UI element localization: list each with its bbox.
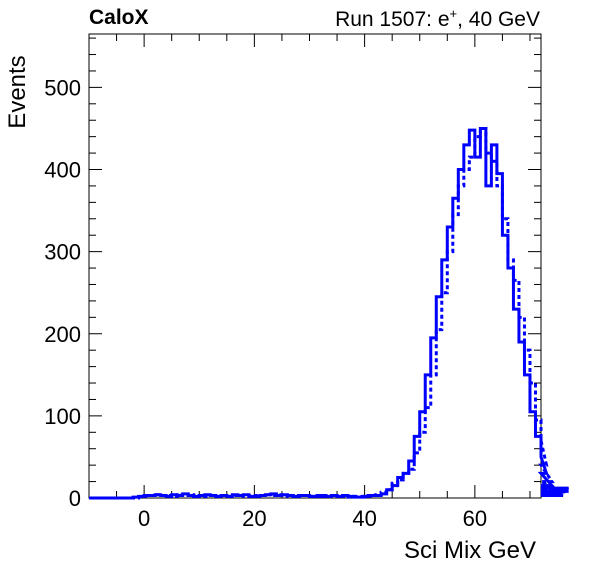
histogram-dotted-series xyxy=(89,126,569,500)
x-tick-label: 20 xyxy=(242,506,266,531)
y-tick-label: 100 xyxy=(44,404,81,429)
y-axis-label: Events xyxy=(4,55,31,129)
y-tick-label: 200 xyxy=(44,322,81,347)
y-tick-label: 300 xyxy=(44,240,81,265)
x-tick-label: 40 xyxy=(352,506,376,531)
x-axis-label: Sci Mix GeV xyxy=(403,537,536,564)
run-label-suffix: , 40 GeV xyxy=(457,8,540,31)
y-tick-label: 500 xyxy=(44,75,81,100)
experiment-label: CaloX xyxy=(89,6,149,29)
x-tick-label: 60 xyxy=(463,506,487,531)
histogram-solid-series xyxy=(89,126,569,500)
run-label-prefix: Run 1507: e xyxy=(335,8,450,31)
plot-frame xyxy=(88,33,542,499)
x-tick-label: 0 xyxy=(138,506,150,531)
y-tick-label: 0 xyxy=(69,486,81,511)
run-label-charge: + xyxy=(449,6,458,21)
run-label: Run 1507: e+, 40 GeV xyxy=(335,6,540,32)
y-tick-label: 400 xyxy=(44,158,81,183)
